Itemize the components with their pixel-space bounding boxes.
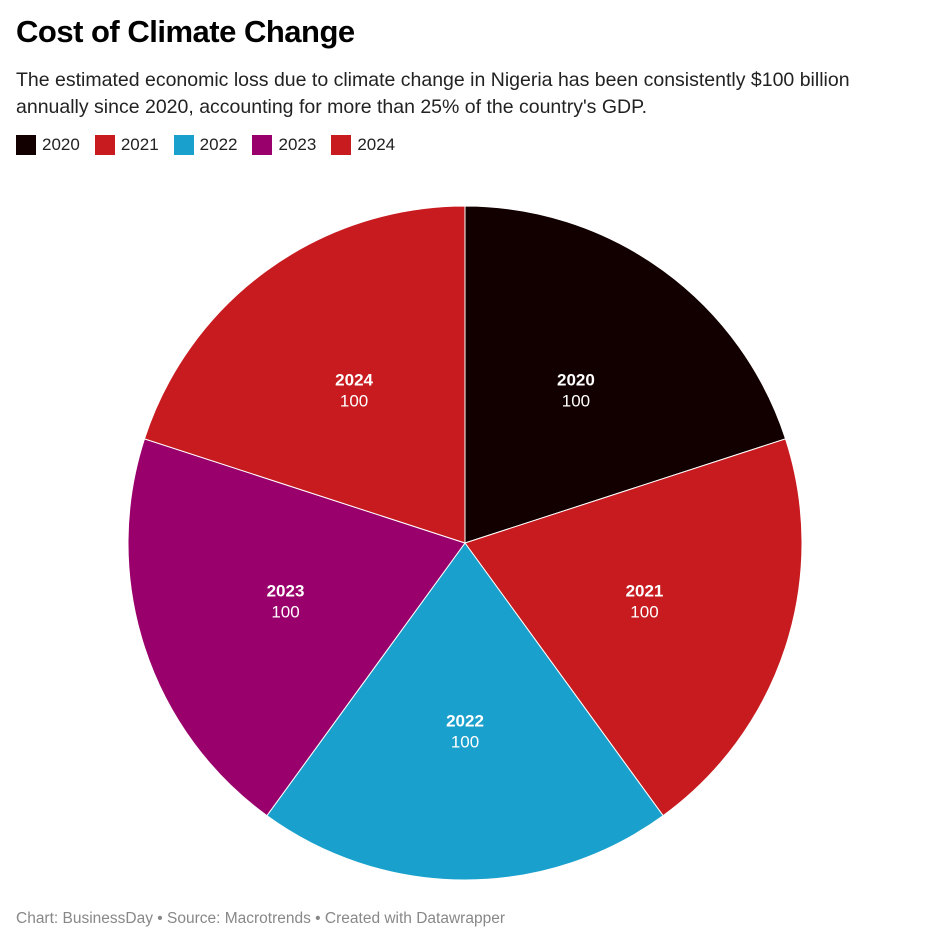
slice-value-label: 100 — [562, 391, 590, 410]
legend: 2020 2021 2022 2023 2024 — [16, 135, 395, 155]
legend-swatch — [173, 135, 194, 155]
slice-value-label: 100 — [630, 602, 658, 621]
pie-slice-2020 — [464, 205, 787, 544]
slice-value-label: 100 — [340, 391, 368, 410]
chart-footer: Chart: BusinessDay • Source: Macrotrends… — [16, 910, 505, 927]
pie-slice-2021 — [464, 438, 803, 817]
pie-slice-2024 — [143, 205, 466, 544]
legend-item-2024: 2024 — [331, 135, 395, 155]
pie-slice-2023 — [127, 438, 466, 817]
legend-label: 2023 — [278, 135, 317, 154]
chart-subtitle: The estimated economic loss due to clima… — [16, 69, 850, 118]
legend-swatch — [252, 135, 273, 155]
slice-category-label: 2020 — [557, 370, 595, 389]
slice-category-label: 2021 — [626, 581, 664, 600]
legend-label: 2022 — [199, 135, 238, 154]
legend-swatch — [331, 135, 352, 155]
slice-category-label: 2023 — [267, 581, 305, 600]
legend-label: 2021 — [120, 135, 159, 154]
legend-item-2021: 2021 — [94, 135, 159, 155]
legend-swatch — [16, 135, 36, 155]
legend-label: 2020 — [42, 135, 80, 154]
legend-label: 2024 — [357, 135, 396, 154]
chart-title: Cost of Climate Change — [16, 14, 355, 49]
legend-swatch — [94, 135, 115, 155]
legend-item-2023: 2023 — [252, 135, 316, 155]
pie-slice-2022 — [266, 542, 664, 881]
slice-category-label: 2024 — [335, 370, 373, 389]
slice-category-label: 2022 — [446, 712, 484, 731]
legend-item-2020: 2020 — [16, 135, 80, 155]
slice-value-label: 100 — [271, 602, 299, 621]
legend-item-2022: 2022 — [173, 135, 238, 155]
slice-value-label: 100 — [451, 733, 479, 752]
